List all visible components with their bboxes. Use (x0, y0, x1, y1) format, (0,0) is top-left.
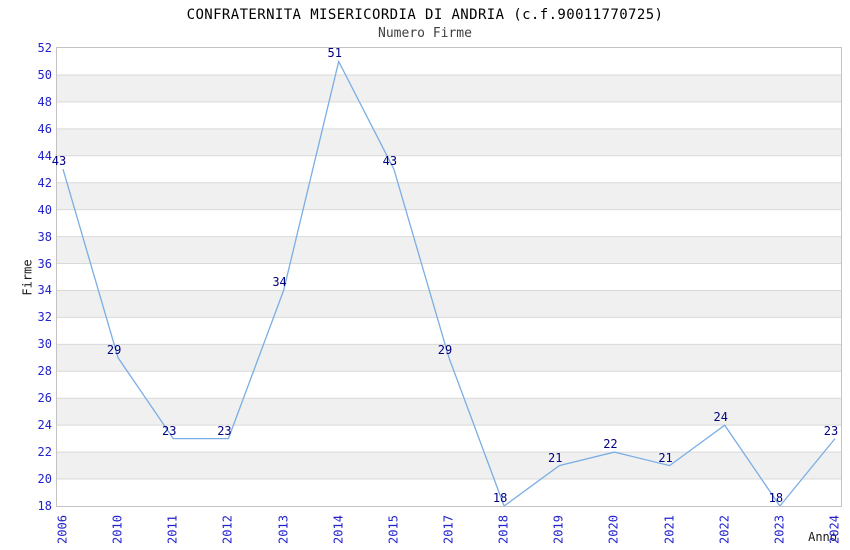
value-label: 18 (768, 491, 784, 505)
value-label: 21 (548, 450, 563, 465)
y-tick-label: 40 (37, 202, 52, 217)
y-tick-label: 36 (37, 256, 52, 271)
value-label: 43 (382, 154, 398, 169)
y-tick-label: 42 (37, 175, 52, 190)
grid-band (57, 236, 841, 264)
y-tick-label: 48 (37, 94, 52, 109)
value-label: 51 (327, 46, 342, 61)
x-tick-label: 2018 (496, 515, 511, 544)
x-tick-label: 2017 (441, 515, 456, 544)
value-label: 22 (603, 437, 618, 452)
x-tick-label: 2021 (662, 515, 677, 544)
grid-band (57, 128, 841, 156)
grid-band (57, 182, 841, 210)
x-tick-label: 2023 (772, 515, 787, 544)
grid-band (57, 74, 841, 102)
value-label: 24 (713, 410, 728, 425)
x-tick-label: 2011 (165, 515, 180, 544)
y-tick-label: 30 (37, 337, 52, 352)
y-tick-label: 52 (37, 41, 52, 55)
value-label: 43 (51, 154, 67, 169)
x-tick-label: 2006 (55, 515, 70, 544)
x-tick-label: 2010 (110, 515, 125, 544)
x-axis-title: Anno (808, 530, 837, 544)
data-line (62, 59, 836, 506)
y-tick-label: 26 (37, 391, 52, 406)
y-tick-label: 50 (37, 67, 52, 82)
grid-band (57, 452, 841, 480)
y-tick-label: 20 (37, 472, 52, 487)
chart-subtitle: Numero Firme (378, 26, 472, 41)
x-tick-label: 2015 (386, 515, 401, 544)
y-tick-label: 18 (37, 499, 52, 513)
value-label: 21 (658, 450, 673, 465)
x-tick-label: 2019 (551, 515, 566, 544)
grid-band (57, 398, 841, 426)
plot-area (56, 47, 842, 507)
y-tick-label: 46 (37, 121, 52, 136)
x-tick-label: 2012 (220, 515, 235, 544)
value-label: 29 (106, 342, 122, 357)
grid-band (57, 290, 841, 318)
y-tick-label: 34 (37, 283, 52, 298)
chart-title: CONFRATERNITA MISERICORDIA DI ANDRIA (c.… (186, 7, 664, 23)
x-tick-label: 2013 (276, 515, 291, 544)
x-tick-label: 2020 (606, 515, 621, 544)
y-tick-label: 24 (37, 418, 52, 433)
y-tick-label: 22 (37, 445, 52, 460)
y-tick-label: 38 (37, 229, 52, 244)
value-label: 34 (272, 275, 287, 290)
value-label: 23 (823, 423, 839, 438)
y-tick-label: 44 (37, 148, 52, 163)
value-label: 29 (437, 342, 453, 357)
x-tick-label: 2022 (717, 515, 732, 544)
y-tick-label: 28 (37, 364, 52, 379)
x-tick-label: 2014 (331, 515, 346, 544)
value-label: 18 (492, 491, 508, 505)
value-label: 23 (217, 423, 232, 438)
x-tick-label: 2024 (827, 515, 842, 544)
value-label: 23 (162, 423, 177, 438)
y-tick-label: 32 (37, 310, 52, 325)
line-chart-svg (57, 59, 841, 506)
